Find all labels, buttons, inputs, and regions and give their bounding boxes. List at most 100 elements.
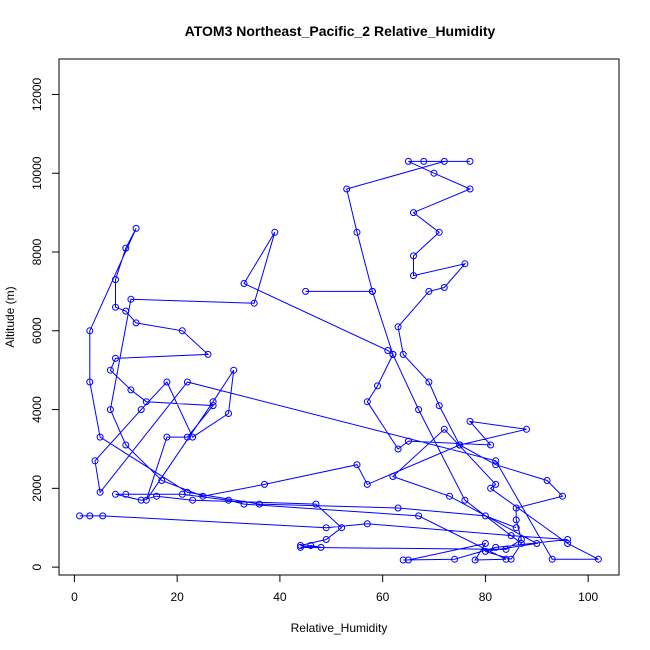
data-point bbox=[122, 490, 130, 498]
data-point bbox=[137, 406, 145, 414]
data-point bbox=[492, 480, 500, 488]
data-point bbox=[353, 228, 361, 236]
data-point bbox=[466, 157, 474, 165]
data-point bbox=[481, 540, 489, 547]
data-point bbox=[363, 520, 371, 528]
data-point bbox=[297, 543, 304, 551]
data-point bbox=[435, 228, 443, 236]
data-point bbox=[502, 555, 510, 563]
series-line bbox=[79, 160, 599, 561]
data-point bbox=[440, 284, 448, 291]
data-point bbox=[512, 504, 520, 512]
data-point bbox=[86, 378, 94, 386]
data-point bbox=[312, 500, 320, 508]
data-point bbox=[492, 457, 500, 465]
data-point bbox=[456, 441, 464, 449]
data-point bbox=[96, 488, 104, 496]
data-point bbox=[394, 323, 402, 331]
data-point bbox=[271, 228, 279, 236]
data-point bbox=[512, 524, 520, 532]
data-point bbox=[132, 319, 140, 327]
data-point bbox=[410, 209, 417, 217]
data-point bbox=[189, 433, 197, 441]
data-point bbox=[183, 378, 191, 386]
data-point bbox=[209, 398, 217, 406]
y-tick-label: 0 bbox=[30, 563, 44, 570]
data-point bbox=[487, 484, 495, 492]
y-tick-label: 8000 bbox=[30, 238, 44, 265]
data-point bbox=[204, 350, 212, 358]
chart-title: ATOM3 Northeast_Pacific_2 Relative_Humid… bbox=[185, 23, 496, 39]
data-point bbox=[137, 496, 145, 504]
data-point bbox=[230, 366, 238, 374]
x-tick-label: 40 bbox=[273, 590, 287, 604]
data-point bbox=[446, 492, 453, 500]
data-point bbox=[240, 280, 248, 287]
data-point bbox=[492, 461, 500, 469]
y-axis: 0 2000 4000 6000 8000 10000 12000 bbox=[30, 77, 60, 570]
y-tick-label: 10000 bbox=[30, 156, 44, 190]
data-point bbox=[142, 496, 150, 504]
data-point bbox=[127, 386, 135, 394]
data-point bbox=[261, 480, 268, 488]
data-point bbox=[322, 536, 330, 543]
data-point bbox=[466, 185, 474, 193]
data-point bbox=[543, 477, 551, 484]
data-point bbox=[112, 303, 119, 311]
data-point bbox=[122, 244, 130, 252]
data-point bbox=[178, 327, 186, 335]
data-point bbox=[415, 406, 423, 414]
data-point bbox=[122, 441, 130, 449]
data-point bbox=[307, 542, 315, 549]
data-point bbox=[368, 287, 376, 295]
data-point bbox=[404, 556, 412, 564]
data-point bbox=[99, 512, 107, 520]
data-point bbox=[112, 490, 119, 498]
data-point bbox=[451, 555, 459, 563]
data-point bbox=[127, 295, 135, 303]
data-point bbox=[410, 252, 417, 260]
data-point bbox=[399, 350, 407, 358]
data-point bbox=[163, 378, 171, 386]
data-point bbox=[384, 347, 392, 354]
data-point bbox=[389, 350, 397, 358]
data-point bbox=[363, 398, 371, 406]
data-point bbox=[487, 441, 495, 449]
data-point bbox=[420, 157, 428, 165]
data-point bbox=[158, 477, 166, 484]
data-point bbox=[517, 536, 525, 543]
data-point bbox=[507, 555, 515, 563]
data-point bbox=[440, 425, 448, 433]
data-point bbox=[548, 555, 556, 563]
data-point bbox=[533, 540, 541, 547]
data-point bbox=[183, 488, 191, 496]
y-tick-label: 12000 bbox=[30, 77, 44, 111]
data-point bbox=[481, 512, 489, 520]
data-point bbox=[122, 307, 130, 315]
data-point bbox=[502, 545, 510, 553]
data-point bbox=[440, 157, 448, 165]
data-point bbox=[394, 504, 402, 512]
data-point bbox=[96, 433, 104, 441]
data-point bbox=[430, 169, 438, 177]
data-point bbox=[209, 402, 217, 410]
data-point bbox=[461, 260, 469, 268]
data-point bbox=[106, 406, 114, 414]
data-point bbox=[492, 543, 500, 551]
data-point bbox=[225, 496, 232, 504]
data-point bbox=[225, 410, 232, 417]
data-point bbox=[523, 425, 530, 433]
data-point bbox=[517, 540, 525, 547]
data-point bbox=[106, 366, 114, 374]
data-point bbox=[76, 512, 84, 520]
data-point bbox=[461, 496, 469, 504]
data-point bbox=[112, 276, 119, 284]
data-point bbox=[481, 547, 489, 555]
data-point bbox=[363, 480, 371, 488]
data-point bbox=[389, 473, 397, 480]
data-point bbox=[394, 445, 402, 453]
data-point bbox=[142, 398, 150, 406]
data-point bbox=[425, 378, 433, 386]
data-point bbox=[415, 512, 423, 520]
data-point bbox=[153, 492, 161, 500]
